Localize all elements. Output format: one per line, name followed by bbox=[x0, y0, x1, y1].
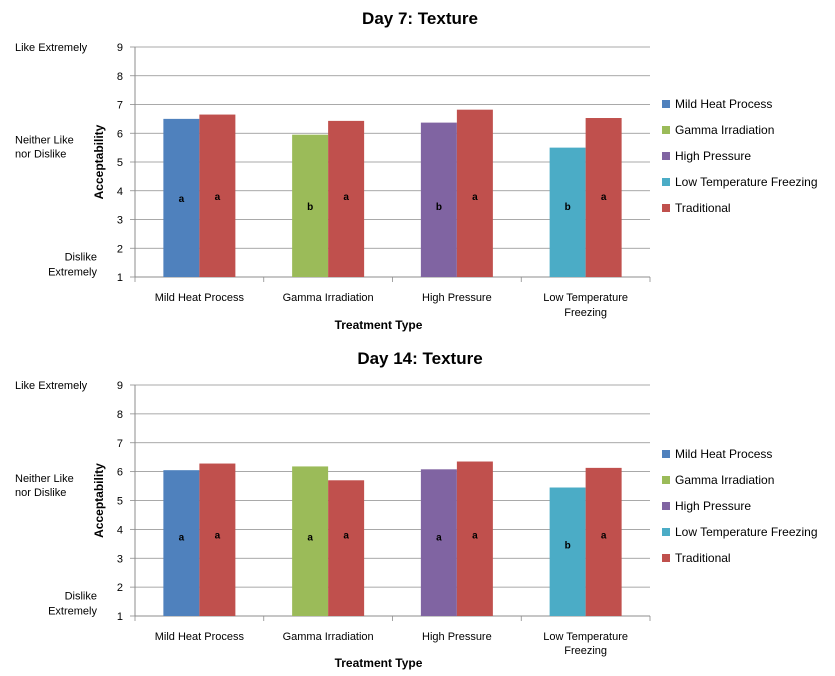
y-tick-label: 2 bbox=[117, 243, 123, 255]
traditional-bar bbox=[456, 109, 493, 277]
y-tick-label: 5 bbox=[117, 496, 123, 508]
x-category-label: Low Temperature bbox=[543, 292, 628, 304]
y-tick-label: 6 bbox=[117, 128, 123, 140]
treatment-bar bbox=[163, 118, 200, 277]
legend-swatch bbox=[662, 204, 670, 212]
scale-label-middle: nor Dislike bbox=[15, 149, 66, 161]
significance-letter: a bbox=[307, 533, 313, 544]
significance-letter: a bbox=[472, 531, 478, 542]
treatment-bar bbox=[292, 466, 329, 616]
treatment-bar bbox=[292, 134, 329, 277]
significance-letter: a bbox=[343, 192, 349, 203]
y-tick-label: 2 bbox=[117, 582, 123, 594]
treatment-bar bbox=[420, 469, 457, 616]
y-tick-label: 1 bbox=[117, 272, 123, 284]
legend-swatch bbox=[662, 554, 670, 562]
legend-label: Traditional bbox=[675, 551, 731, 565]
legend-label: Low Temperature Freezing bbox=[675, 525, 818, 539]
legend-label: Gamma Irradiation bbox=[675, 123, 774, 137]
treatment-bar bbox=[163, 470, 200, 616]
significance-letter: a bbox=[215, 531, 221, 542]
scale-label-bottom: Dislike bbox=[65, 252, 97, 264]
y-axis-title: Acceptability bbox=[92, 124, 106, 199]
legend-label: High Pressure bbox=[675, 499, 751, 513]
traditional-bar bbox=[199, 463, 236, 616]
y-tick-label: 3 bbox=[117, 553, 123, 565]
scale-label-top: Like Extremely bbox=[15, 380, 88, 392]
scale-label-bottom: Dislike bbox=[65, 591, 97, 603]
y-tick-label: 9 bbox=[117, 42, 123, 54]
traditional-bar bbox=[585, 467, 622, 616]
significance-letter: a bbox=[436, 533, 442, 544]
x-category-label: Mild Heat Process bbox=[155, 631, 245, 643]
treatment-bar bbox=[420, 122, 457, 277]
y-tick-label: 3 bbox=[117, 215, 123, 227]
y-tick-label: 1 bbox=[117, 611, 123, 623]
x-category-label: High Pressure bbox=[422, 292, 492, 304]
significance-letter: b bbox=[436, 202, 442, 213]
legend-swatch bbox=[662, 152, 670, 160]
y-tick-label: 6 bbox=[117, 467, 123, 479]
legend-swatch bbox=[662, 476, 670, 484]
traditional-bar bbox=[328, 480, 365, 616]
legend-label: Traditional bbox=[675, 201, 731, 215]
significance-letter: b bbox=[307, 202, 313, 213]
y-tick-label: 7 bbox=[117, 438, 123, 450]
legend-label: Low Temperature Freezing bbox=[675, 175, 818, 189]
significance-letter: a bbox=[179, 533, 185, 544]
x-category-label: Low Temperature bbox=[543, 631, 628, 643]
traditional-bar bbox=[328, 120, 365, 277]
significance-letter: b bbox=[565, 541, 571, 552]
treatment-bar bbox=[549, 147, 586, 277]
x-category-label: Freezing bbox=[564, 307, 607, 319]
legend-swatch bbox=[662, 178, 670, 186]
legend-swatch bbox=[662, 450, 670, 458]
traditional-bar bbox=[456, 461, 493, 616]
y-tick-label: 4 bbox=[117, 524, 123, 536]
y-tick-label: 9 bbox=[117, 380, 123, 392]
significance-letter: b bbox=[565, 202, 571, 213]
legend-label: High Pressure bbox=[675, 149, 751, 163]
legend-swatch bbox=[662, 100, 670, 108]
x-category-label: Mild Heat Process bbox=[155, 292, 245, 304]
scale-label-bottom: Extremely bbox=[48, 267, 97, 279]
treatment-bar bbox=[549, 487, 586, 616]
legend-swatch bbox=[662, 126, 670, 134]
legend-swatch bbox=[662, 502, 670, 510]
chart-title: Day 7: Texture bbox=[362, 9, 478, 28]
legend-label: Gamma Irradiation bbox=[675, 473, 774, 487]
y-tick-label: 5 bbox=[117, 157, 123, 169]
y-tick-label: 7 bbox=[117, 100, 123, 112]
significance-letter: a bbox=[601, 192, 607, 203]
x-axis-title: Treatment Type bbox=[335, 318, 423, 332]
traditional-bar bbox=[585, 118, 622, 277]
x-category-label: Gamma Irradiation bbox=[283, 292, 374, 304]
traditional-bar bbox=[199, 114, 236, 277]
scale-label-bottom: Extremely bbox=[48, 606, 97, 618]
x-category-label: Freezing bbox=[564, 645, 607, 657]
chart-title: Day 14: Texture bbox=[357, 349, 482, 368]
significance-letter: a bbox=[215, 192, 221, 203]
scale-label-middle: Neither Like bbox=[15, 473, 74, 485]
x-category-label: High Pressure bbox=[422, 631, 492, 643]
x-axis-title: Treatment Type bbox=[335, 656, 423, 670]
scale-label-middle: Neither Like bbox=[15, 135, 74, 147]
scale-label-top: Like Extremely bbox=[15, 42, 88, 54]
scale-label-middle: nor Dislike bbox=[15, 487, 66, 499]
y-tick-label: 8 bbox=[117, 409, 123, 421]
legend-swatch bbox=[662, 528, 670, 536]
legend-label: Mild Heat Process bbox=[675, 97, 772, 111]
significance-letter: a bbox=[343, 531, 349, 542]
significance-letter: a bbox=[601, 531, 607, 542]
significance-letter: a bbox=[472, 192, 478, 203]
legend-label: Mild Heat Process bbox=[675, 447, 772, 461]
y-tick-label: 4 bbox=[117, 186, 123, 198]
y-axis-title: Acceptability bbox=[92, 463, 106, 538]
y-tick-label: 8 bbox=[117, 71, 123, 83]
x-category-label: Gamma Irradiation bbox=[283, 631, 374, 643]
significance-letter: a bbox=[179, 194, 185, 205]
